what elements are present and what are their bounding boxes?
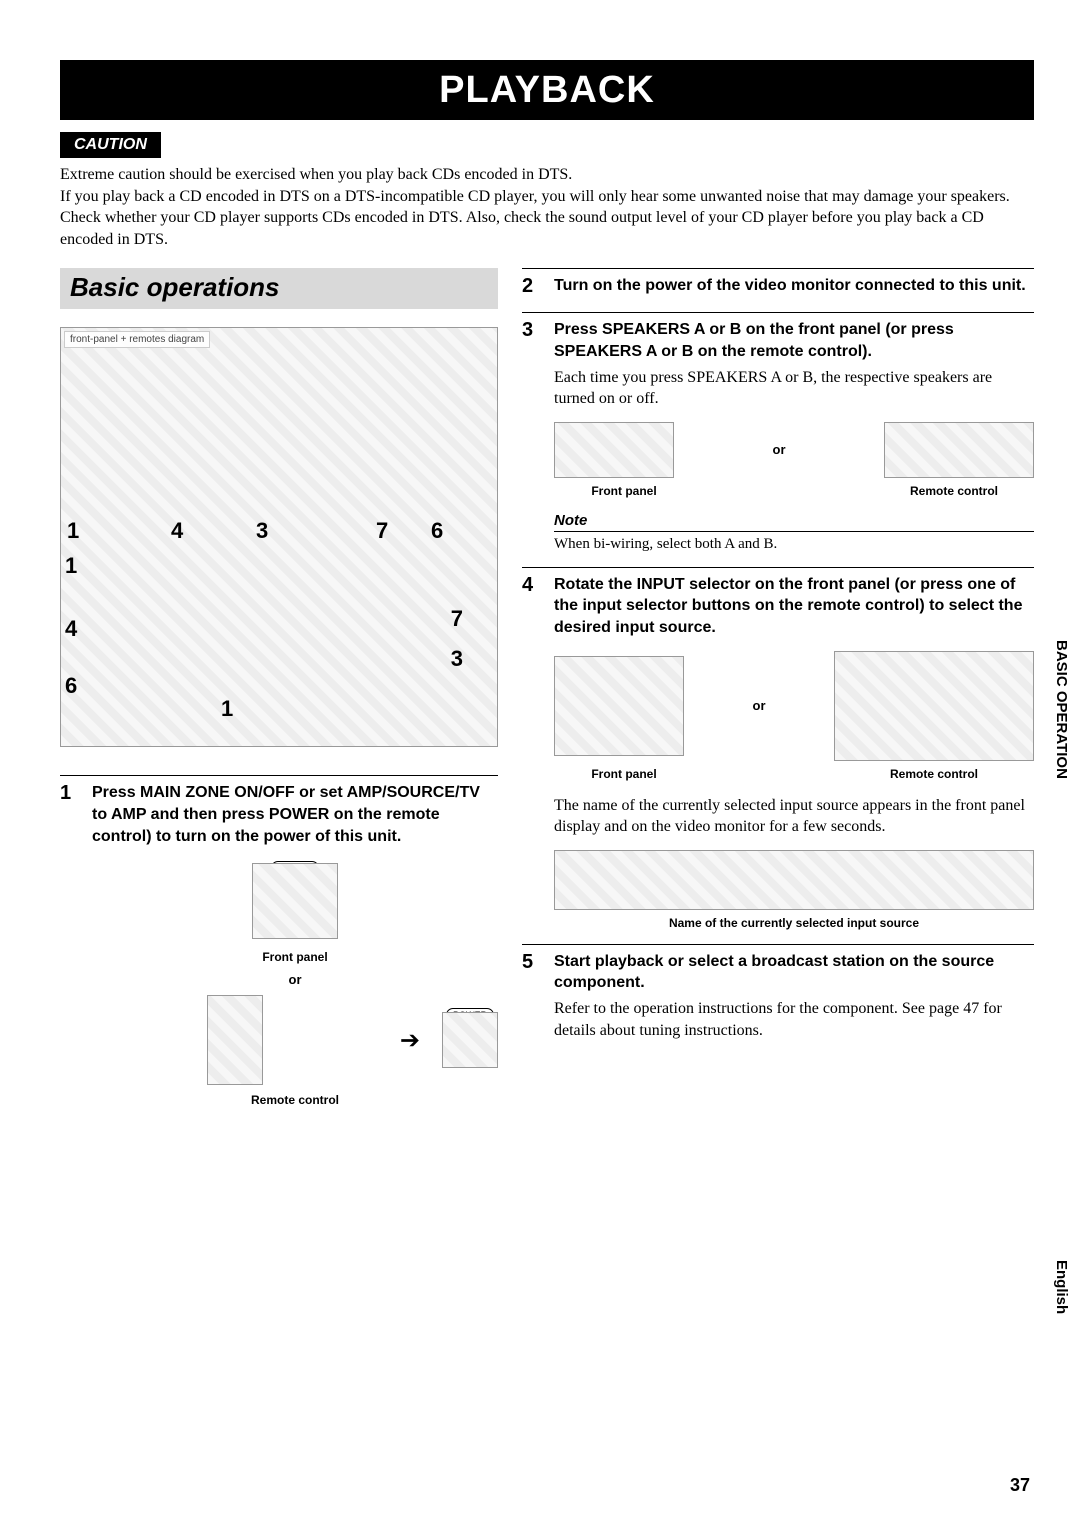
- step-1-head: Press MAIN ZONE ON/OFF or set AMP/SOURCE…: [92, 782, 498, 847]
- step3-note-label: Note: [554, 512, 1034, 532]
- step3-front-label: Front panel: [554, 484, 694, 498]
- callout-l1: 1: [65, 553, 77, 579]
- section-heading: Basic operations: [60, 268, 498, 309]
- page-number: 37: [1010, 1475, 1030, 1496]
- step1-remote-label: Remote control: [92, 1093, 498, 1107]
- main-zone-knob-diagram: [252, 863, 338, 939]
- step-3-head: Press SPEAKERS A or B on the front panel…: [554, 319, 1034, 362]
- callout-4: 4: [171, 518, 183, 544]
- step-4-detail: The name of the currently selected input…: [554, 795, 1034, 838]
- step-3-detail: Each time you press SPEAKERS A or B, the…: [554, 367, 1034, 410]
- step4-or: or: [753, 698, 766, 713]
- step4-caption: Name of the currently selected input sou…: [554, 916, 1034, 930]
- step-2: 2 Turn on the power of the video monitor…: [522, 268, 1034, 298]
- step1-or: or: [92, 972, 498, 987]
- step-4: 4 Rotate the INPUT selector on the front…: [522, 567, 1034, 930]
- speakers-front-diagram: [554, 422, 674, 478]
- step3-note-text: When bi-wiring, select both A and B.: [554, 536, 1034, 553]
- page-title-bar: PLAYBACK: [60, 60, 1034, 120]
- step-3-num: 3: [522, 319, 540, 552]
- step-2-num: 2: [522, 275, 540, 298]
- callout-l4: 4: [65, 616, 77, 642]
- callout-r7: 7: [451, 606, 463, 632]
- step-5: 5 Start playback or select a broadcast s…: [522, 944, 1034, 1041]
- diagram-label: front-panel + remotes diagram: [64, 331, 210, 348]
- step-1-num: 1: [60, 782, 78, 1107]
- input-buttons-diagram: [834, 651, 1034, 761]
- step-4-head: Rotate the INPUT selector on the front p…: [554, 574, 1034, 639]
- callout-r1: 1: [221, 696, 233, 722]
- amp-source-switch-diagram: [207, 995, 263, 1085]
- step-4-num: 4: [522, 574, 540, 930]
- callout-r3: 3: [451, 646, 463, 672]
- callout-1: 1: [67, 518, 79, 544]
- caution-text: Extreme caution should be exercised when…: [60, 164, 1034, 250]
- step-1: 1 Press MAIN ZONE ON/OFF or set AMP/SOUR…: [60, 775, 498, 1107]
- side-tab-basic-operation: BASIC OPERATION: [1053, 640, 1070, 779]
- page-title: PLAYBACK: [439, 69, 655, 112]
- step3-or: or: [773, 442, 786, 457]
- step3-remote-label: Remote control: [874, 484, 1034, 498]
- callout-7: 7: [376, 518, 388, 544]
- step1-front-label: Front panel: [92, 950, 498, 964]
- power-button-diagram: [442, 1012, 498, 1068]
- speakers-remote-diagram: [884, 422, 1034, 478]
- step4-front-label: Front panel: [554, 767, 694, 781]
- side-tab-english: English: [1053, 1260, 1070, 1314]
- step-2-head: Turn on the power of the video monitor c…: [554, 275, 1034, 297]
- step-5-head: Start playback or select a broadcast sta…: [554, 951, 1034, 994]
- step-5-num: 5: [522, 951, 540, 1041]
- input-dial-diagram: [554, 656, 684, 756]
- equipment-diagram: front-panel + remotes diagram 1 4 3 7 6 …: [60, 327, 498, 747]
- arrow-icon: ➔: [400, 1026, 420, 1055]
- caution-label: CAUTION: [60, 132, 161, 158]
- step-5-detail: Refer to the operation instructions for …: [554, 998, 1034, 1041]
- front-display-diagram: [554, 850, 1034, 910]
- step-3: 3 Press SPEAKERS A or B on the front pan…: [522, 312, 1034, 552]
- callout-l6: 6: [65, 673, 77, 699]
- step4-remote-label: Remote control: [834, 767, 1034, 781]
- callout-3: 3: [256, 518, 268, 544]
- callout-6: 6: [431, 518, 443, 544]
